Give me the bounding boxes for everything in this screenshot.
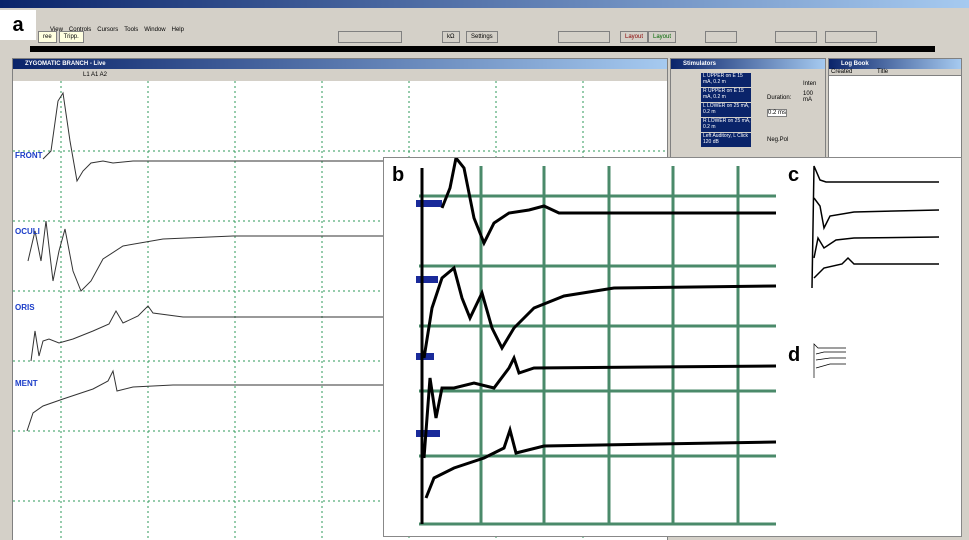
channel-label: ORIS [15,303,35,312]
tab-group: ree Tripp. [38,31,84,43]
layout-button[interactable]: Layout [620,31,648,43]
inset-traces [384,158,961,536]
channel-label: OCULI [15,227,40,236]
log-header: Created Title [829,69,961,76]
window-title: Stimulators [671,59,825,69]
inset-panel: b c d [383,157,962,537]
duration-select[interactable]: 0.2 ms [767,109,787,117]
stimulator-item[interactable]: R LOWER on 25 mA, 0.2 m [701,118,751,132]
channel-label: FRONT [15,151,43,160]
stimulator-item[interactable]: L LOWER on 25 mA, 0.2 m [701,103,751,117]
intensity-value: 100 mA [803,91,821,103]
column-header[interactable]: Title [877,69,888,75]
intensity-label: Inten [803,81,816,87]
menu-item[interactable]: Tools [124,27,138,33]
layout-button[interactable]: Layout [648,31,676,43]
panel-label: a [0,10,36,40]
toolbar-icons[interactable] [558,31,610,43]
stimulators-window: Stimulators L UPPER on E 15 mA, 0.2 m R … [670,58,826,160]
figure: a ViewControlsCursorsToolsWindowHelp ree… [0,0,969,540]
stimulator-item[interactable]: Left Auditory, L Click 120 dB [701,133,751,147]
menu-item[interactable]: Cursors [97,27,118,33]
impedance-button[interactable]: kΩ [442,31,460,43]
duration-label: Duration: [767,95,791,101]
column-header[interactable]: Created [829,69,877,75]
tab[interactable]: ree [38,31,57,43]
cursor-toolbar: L1 A1 A2 [13,69,667,81]
window-title: ZYGOMATIC BRANCH - Live [13,59,667,69]
timeline-slider[interactable] [30,46,935,52]
toolbar-icons[interactable] [775,31,817,43]
window-title: Log Book [829,59,961,69]
menu-item[interactable]: Help [172,27,184,33]
toolbar-icons[interactable] [705,31,737,43]
menu-item[interactable]: Window [144,27,165,33]
stimulator-list: L UPPER on E 15 mA, 0.2 m R UPPER on E 1… [701,73,751,147]
stimulator-item[interactable]: R UPPER on E 15 mA, 0.2 m [701,88,751,102]
toolbar-icons[interactable] [338,31,402,43]
neg-pol-checkbox[interactable]: Neg.Pol [767,137,788,143]
settings-button[interactable]: Settings [466,31,498,43]
log-book-window: Log Book Created Title [828,58,962,160]
channel-label: MENT [15,379,38,388]
tab[interactable]: Tripp. [59,31,84,43]
stimulator-item[interactable]: L UPPER on E 15 mA, 0.2 m [701,73,751,87]
app-title-bar [0,0,969,8]
toolbar-icons[interactable] [825,31,877,43]
